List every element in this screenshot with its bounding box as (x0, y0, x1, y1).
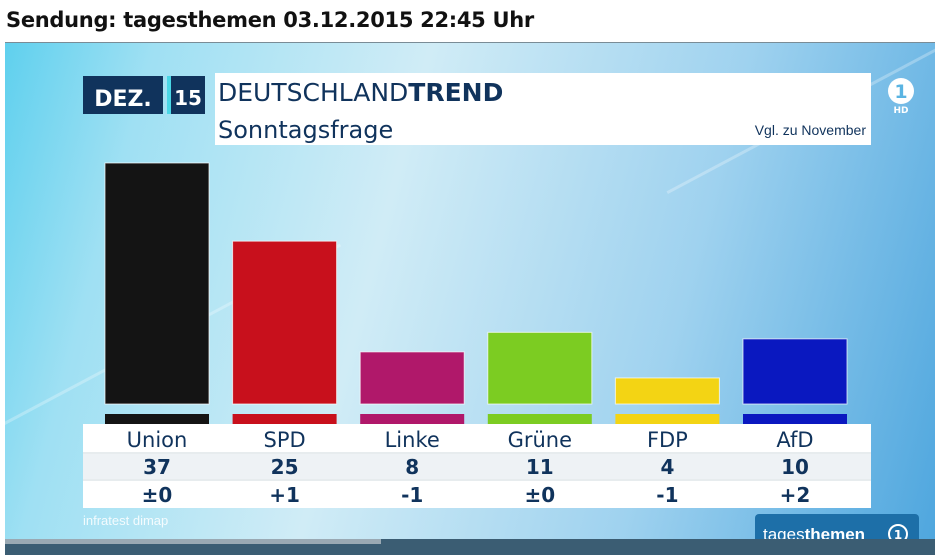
frame-top-line (5, 42, 935, 43)
change-label: ±0 (142, 483, 173, 507)
broadcast-progress (5, 539, 381, 544)
value-label: 8 (405, 455, 419, 479)
bar-union (104, 162, 210, 405)
value-label: 10 (781, 455, 809, 479)
bar-fdp (614, 377, 720, 405)
brand-title: DEUTSCHLANDTREND (218, 78, 503, 107)
bar-fdp-swatch (615, 414, 720, 424)
comparison-note: Vgl. zu November (755, 122, 867, 138)
value-label: 37 (143, 455, 171, 479)
brand-title-regular: DEUTSCHLAND (218, 78, 408, 107)
ard-logo: 1 HD (883, 77, 919, 116)
change-label: -1 (401, 483, 423, 507)
change-label: +2 (780, 483, 811, 507)
logo-one-glyph: 1 (894, 528, 902, 542)
bar-union-swatch (105, 414, 209, 424)
brand-title-bold: TREND (408, 78, 503, 107)
change-label: ±0 (524, 483, 555, 507)
bars-group: Union 37 ±0 SPD 25 +1 Linke 8 -1 Grüne 11 ±0 FDP 4 -1 A… (104, 162, 848, 507)
tv-frame: DEZ. 15 DEUTSCHLANDTREND Sonntagsfrage V… (5, 42, 935, 555)
bar-spd-swatch (232, 414, 337, 424)
chart: DEZ. 15 DEUTSCHLANDTREND Sonntagsfrage V… (83, 73, 871, 508)
category-label: Grüne (508, 428, 572, 452)
category-label: Linke (385, 428, 440, 452)
bar-spd (232, 240, 338, 405)
ard-logo-number: 1 (894, 81, 907, 103)
chart-subtitle: Sonntagsfrage (218, 116, 393, 144)
change-label: -1 (656, 483, 678, 507)
category-label: FDP (647, 428, 688, 452)
value-label: 25 (271, 455, 299, 479)
source-label: infratest dimap (83, 513, 169, 528)
value-label: 4 (660, 455, 674, 479)
bar-afd-swatch (743, 414, 847, 424)
year-label: 15 (174, 86, 202, 110)
bar-grne-swatch (487, 414, 592, 424)
broadcast-header: Sendung: tagesthemen 03.12.2015 22:45 Uh… (6, 8, 534, 32)
bar-linke (359, 351, 465, 405)
ard-logo-circle (888, 78, 914, 104)
bar-linke-swatch (360, 414, 465, 424)
category-label: AfD (776, 428, 813, 452)
bar-grne (487, 331, 593, 405)
bar-afd (742, 338, 848, 405)
month-label: DEZ. (94, 87, 152, 112)
month-badge (83, 76, 163, 114)
hd-label: HD (893, 106, 908, 113)
value-label: 11 (526, 455, 554, 479)
change-label: +1 (269, 483, 300, 507)
title-row-shade (215, 73, 871, 108)
table-row-shade (83, 454, 871, 479)
category-label: Union (127, 428, 188, 452)
category-label: SPD (264, 428, 306, 452)
year-badge-accent (167, 76, 171, 114)
year-badge (171, 76, 205, 114)
